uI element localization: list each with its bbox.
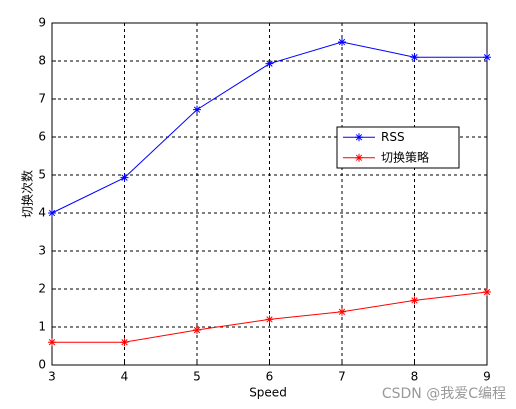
legend-label: RSS — [381, 130, 405, 144]
marker — [193, 326, 201, 335]
x-tick-label: 5 — [193, 370, 201, 384]
y-tick-label: 2 — [38, 282, 46, 296]
marker — [338, 38, 346, 46]
y-tick-label: 6 — [38, 130, 46, 144]
x-tick-label: 8 — [411, 370, 419, 384]
y-tick-label: 4 — [38, 206, 46, 220]
marker — [48, 209, 56, 217]
marker — [410, 296, 419, 305]
marker — [483, 288, 491, 297]
x-tick-label: 6 — [266, 370, 274, 384]
x-axis-label: Speed — [249, 386, 287, 400]
x-tick-label: 9 — [483, 370, 491, 384]
marker — [483, 53, 491, 62]
marker — [48, 338, 56, 347]
y-tick-label: 8 — [38, 54, 46, 68]
y-tick-label: 3 — [38, 244, 46, 258]
y-axis-label: 切换次数 — [20, 170, 35, 218]
x-tick-label: 3 — [48, 370, 56, 384]
x-tick-label: 4 — [121, 370, 129, 384]
marker — [265, 59, 274, 68]
marker — [120, 338, 129, 347]
y-tick-label: 0 — [38, 358, 46, 372]
y-tick-label: 7 — [38, 92, 46, 106]
y-tick-label: 1 — [38, 320, 46, 334]
marker — [338, 307, 346, 316]
watermark: CSDN @我爱C编程 — [382, 386, 506, 402]
marker — [120, 173, 129, 182]
legend-marker — [355, 153, 363, 162]
y-tick-label: 9 — [38, 16, 46, 30]
y-tick-label: 5 — [38, 168, 46, 182]
marker — [410, 53, 419, 62]
axes-box — [51, 22, 488, 366]
marker — [265, 315, 274, 324]
legend-label: 切换策略 — [381, 149, 429, 164]
legend-box — [336, 126, 460, 169]
legend-marker — [355, 133, 363, 142]
marker — [193, 105, 201, 114]
x-tick-label: 7 — [338, 370, 346, 384]
